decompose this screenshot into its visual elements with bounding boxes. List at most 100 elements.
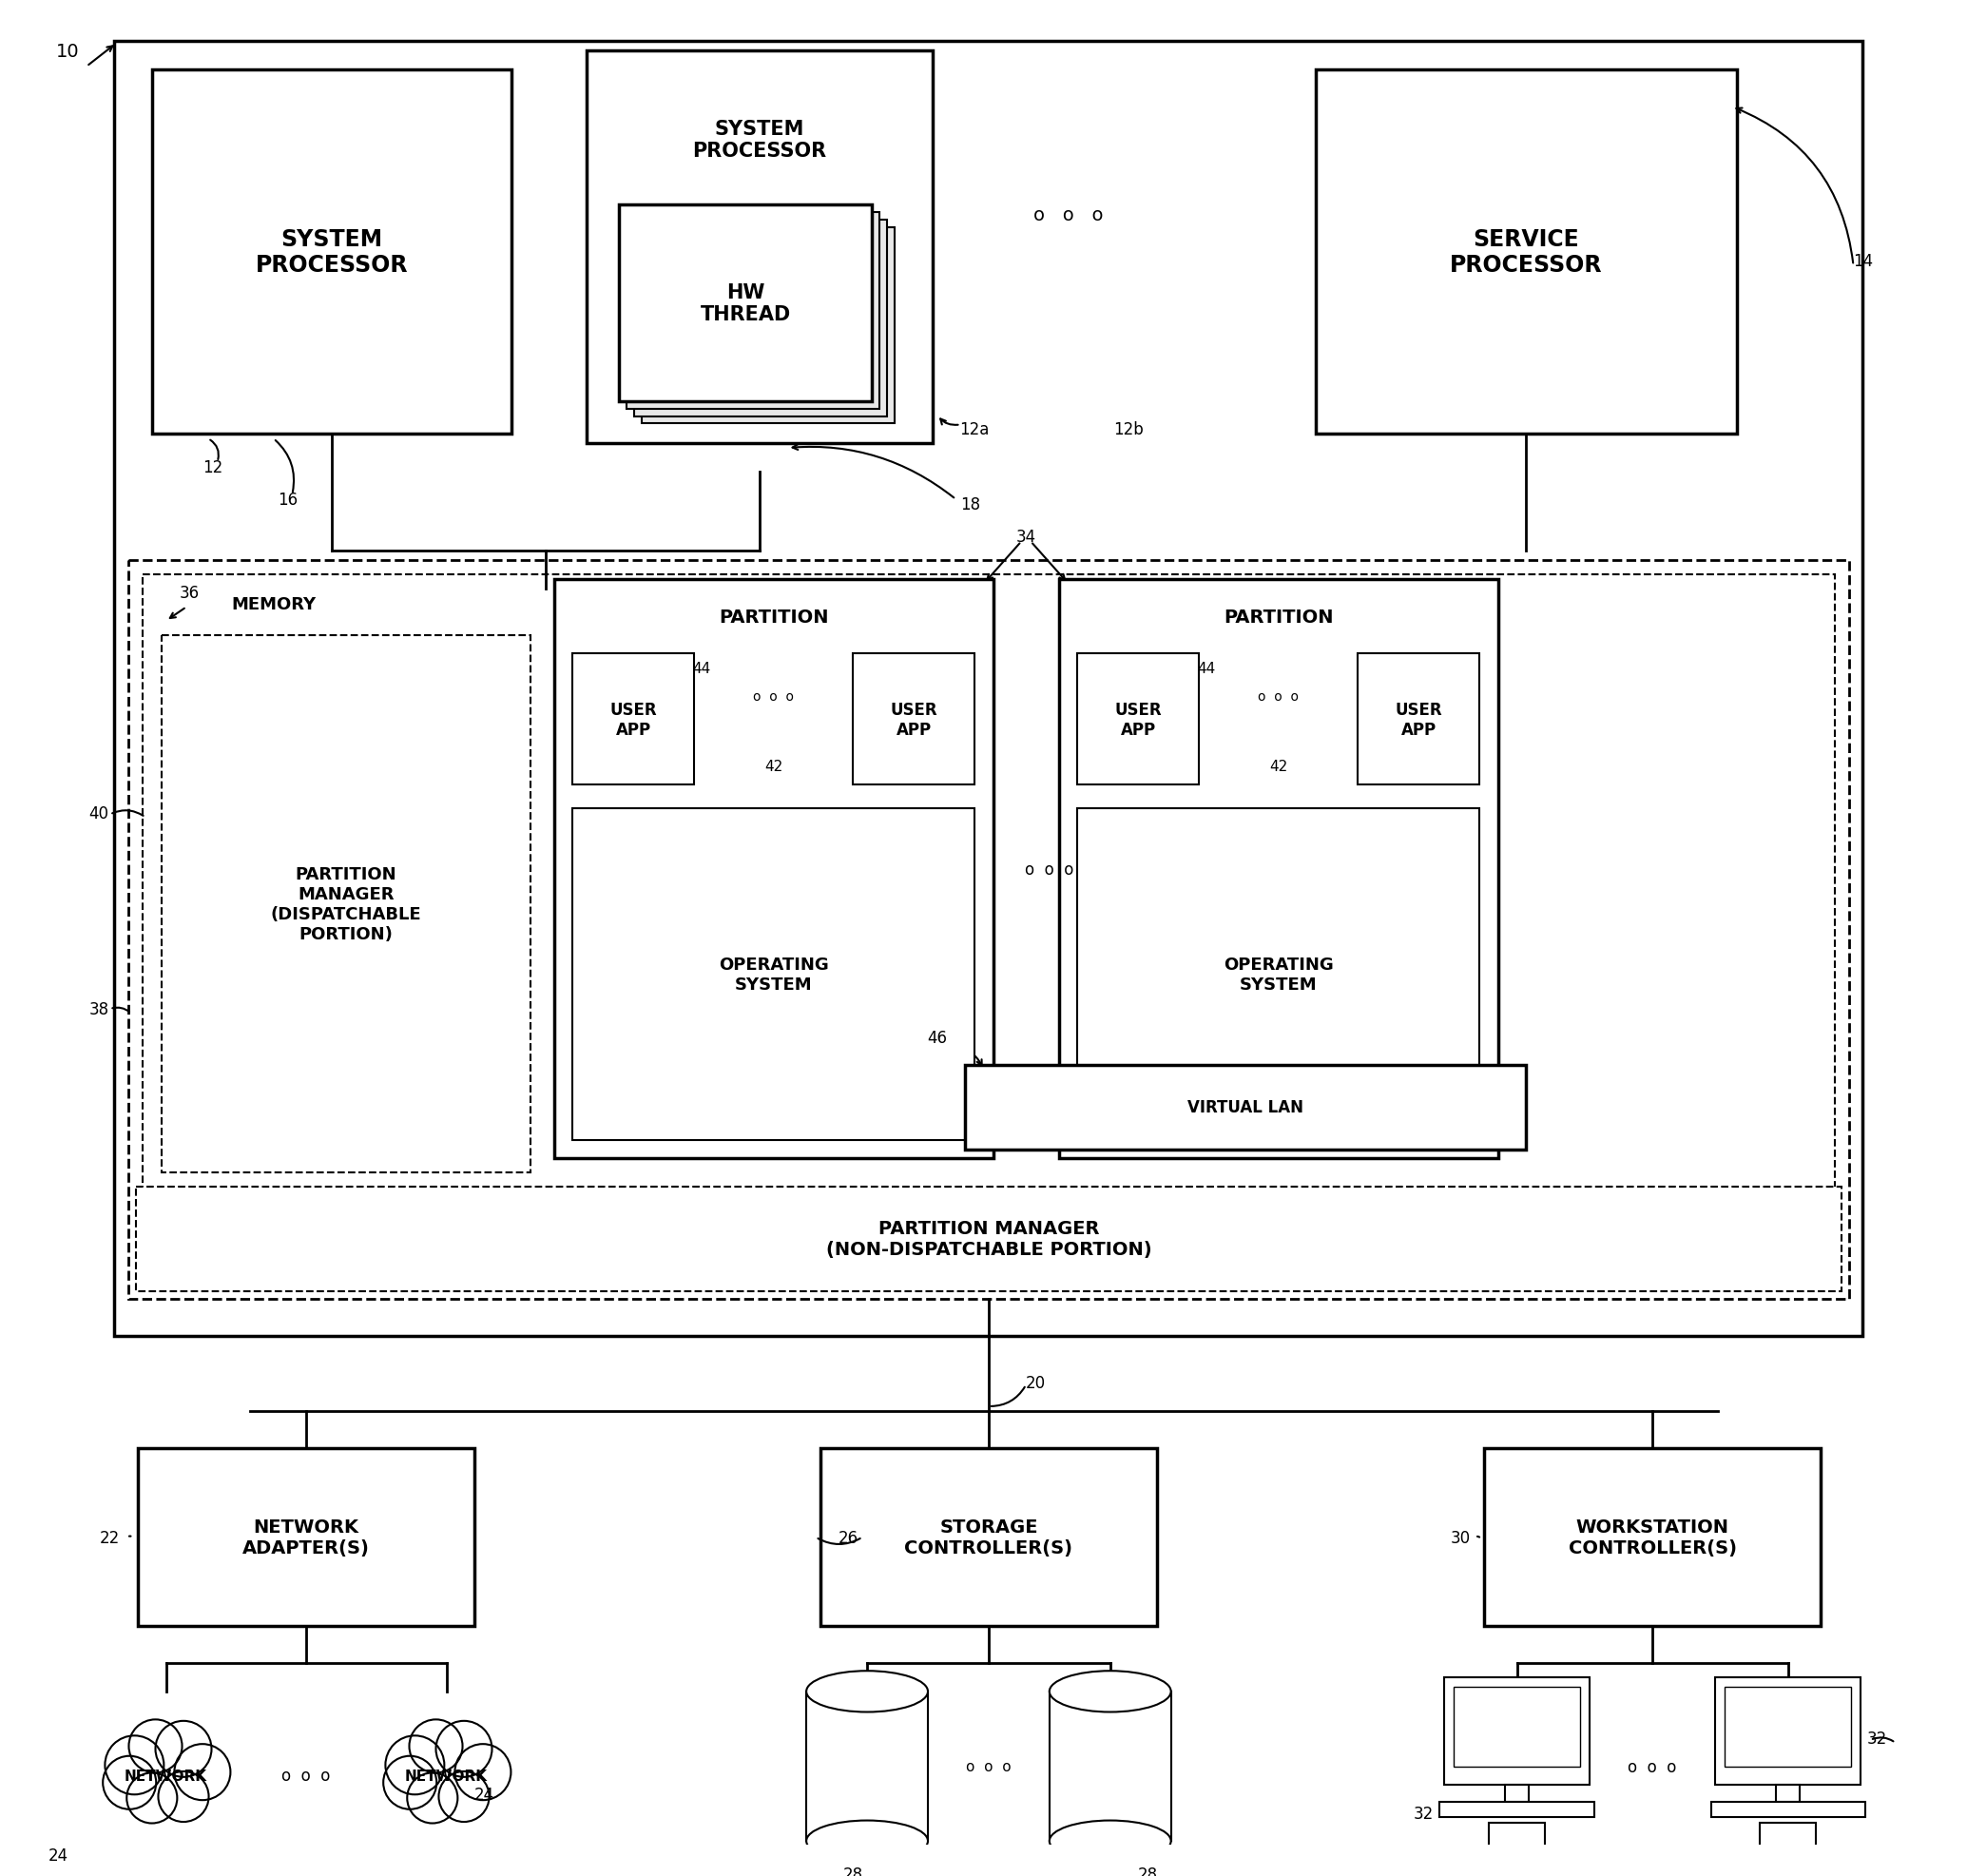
- Bar: [1050, 1692, 1170, 1840]
- Bar: [161, 636, 531, 1172]
- Text: SERVICE
PROCESSOR: SERVICE PROCESSOR: [1450, 227, 1603, 278]
- Text: 12b: 12b: [1113, 422, 1145, 439]
- Bar: [1776, 1784, 1800, 1801]
- Circle shape: [454, 1745, 511, 1801]
- Bar: [586, 51, 932, 445]
- Circle shape: [439, 1771, 490, 1822]
- Text: 20: 20: [1025, 1375, 1044, 1392]
- Text: 10: 10: [57, 43, 79, 60]
- Text: 12: 12: [203, 460, 222, 477]
- Bar: [1454, 1687, 1580, 1767]
- Bar: [1715, 1677, 1861, 1784]
- Ellipse shape: [806, 1672, 928, 1713]
- Text: 40: 40: [89, 805, 108, 822]
- Text: 24: 24: [474, 1786, 494, 1803]
- Ellipse shape: [1050, 1820, 1170, 1861]
- Text: SYSTEM
PROCESSOR: SYSTEM PROCESSOR: [256, 227, 409, 278]
- Text: VIRTUAL LAN: VIRTUAL LAN: [1188, 1099, 1304, 1116]
- Text: 42: 42: [1269, 760, 1288, 773]
- Bar: [633, 221, 887, 416]
- Bar: [114, 41, 1863, 1336]
- Circle shape: [104, 1735, 163, 1795]
- Circle shape: [437, 1720, 492, 1777]
- Text: o  o  o: o o o: [1259, 690, 1298, 704]
- Bar: [138, 1448, 474, 1626]
- Circle shape: [155, 1720, 212, 1777]
- Text: 28: 28: [1137, 1865, 1159, 1876]
- Bar: [1505, 1784, 1528, 1801]
- Bar: [1058, 580, 1499, 1159]
- Ellipse shape: [1050, 1672, 1170, 1713]
- Bar: [820, 1448, 1157, 1626]
- Text: MEMORY: MEMORY: [230, 597, 317, 613]
- Text: NETWORK
ADAPTER(S): NETWORK ADAPTER(S): [242, 1518, 370, 1557]
- Bar: [596, 60, 942, 454]
- Text: STORAGE
CONTROLLER(S): STORAGE CONTROLLER(S): [905, 1518, 1072, 1557]
- Text: PARTITION: PARTITION: [718, 608, 828, 627]
- Bar: [1078, 655, 1200, 784]
- Text: 22: 22: [100, 1529, 120, 1546]
- Text: USER
APP: USER APP: [610, 702, 657, 737]
- Bar: [1485, 1448, 1821, 1626]
- Text: WORKSTATION
CONTROLLER(S): WORKSTATION CONTROLLER(S): [1568, 1518, 1737, 1557]
- Text: 28: 28: [844, 1865, 864, 1876]
- Text: PARTITION MANAGER
(NON-DISPATCHABLE PORTION): PARTITION MANAGER (NON-DISPATCHABLE PORT…: [826, 1219, 1151, 1259]
- Circle shape: [128, 1720, 183, 1773]
- Text: NETWORK: NETWORK: [124, 1769, 207, 1782]
- Circle shape: [407, 1773, 458, 1823]
- Text: 12a: 12a: [960, 422, 989, 439]
- Text: o  o  o: o o o: [281, 1767, 330, 1784]
- Bar: [627, 214, 879, 409]
- Bar: [1760, 1822, 1816, 1876]
- Bar: [641, 229, 895, 424]
- Circle shape: [126, 1773, 177, 1823]
- Text: SYSTEM
PROCESSOR: SYSTEM PROCESSOR: [692, 120, 826, 161]
- Text: 24: 24: [49, 1846, 69, 1863]
- Bar: [606, 69, 952, 463]
- Bar: [572, 809, 974, 1141]
- Text: 42: 42: [765, 760, 783, 773]
- Text: o  o  o: o o o: [966, 1760, 1011, 1773]
- Text: 32: 32: [1867, 1730, 1886, 1747]
- Text: 38: 38: [89, 1000, 108, 1019]
- Text: PARTITION
MANAGER
(DISPATCHABLE
PORTION): PARTITION MANAGER (DISPATCHABLE PORTION): [271, 867, 421, 942]
- Text: o  o  o: o o o: [753, 690, 795, 704]
- Text: OPERATING
SYSTEM: OPERATING SYSTEM: [718, 955, 828, 992]
- Bar: [142, 574, 1835, 1191]
- Text: HW
THREAD: HW THREAD: [700, 283, 791, 325]
- Text: USER
APP: USER APP: [1395, 702, 1442, 737]
- Text: NETWORK: NETWORK: [405, 1769, 488, 1782]
- Bar: [151, 69, 511, 435]
- Text: 44: 44: [692, 660, 710, 675]
- Ellipse shape: [806, 1820, 928, 1861]
- Text: PARTITION: PARTITION: [1223, 608, 1334, 627]
- Text: 46: 46: [926, 1028, 948, 1047]
- Text: 44: 44: [1198, 660, 1216, 675]
- Bar: [1357, 655, 1479, 784]
- Bar: [1440, 1801, 1593, 1816]
- Text: 36: 36: [179, 585, 199, 602]
- Text: 30: 30: [1452, 1529, 1471, 1546]
- Bar: [620, 206, 871, 401]
- Circle shape: [102, 1756, 155, 1808]
- Bar: [555, 580, 993, 1159]
- Circle shape: [384, 1756, 437, 1808]
- Text: OPERATING
SYSTEM: OPERATING SYSTEM: [1223, 955, 1334, 992]
- Bar: [1316, 69, 1737, 435]
- Text: USER
APP: USER APP: [1115, 702, 1162, 737]
- Text: 16: 16: [277, 492, 297, 508]
- Circle shape: [175, 1745, 230, 1801]
- Bar: [616, 79, 960, 473]
- Text: 14: 14: [1853, 253, 1873, 270]
- Circle shape: [386, 1735, 445, 1795]
- Text: 18: 18: [960, 495, 980, 514]
- Text: 32: 32: [1412, 1805, 1434, 1822]
- Bar: [136, 1188, 1841, 1291]
- Text: o   o   o: o o o: [1033, 206, 1103, 223]
- Text: USER
APP: USER APP: [891, 702, 938, 737]
- Bar: [1711, 1801, 1865, 1816]
- Circle shape: [157, 1771, 209, 1822]
- Text: 34: 34: [1017, 529, 1037, 546]
- Bar: [1444, 1677, 1589, 1784]
- Text: 26: 26: [838, 1529, 858, 1546]
